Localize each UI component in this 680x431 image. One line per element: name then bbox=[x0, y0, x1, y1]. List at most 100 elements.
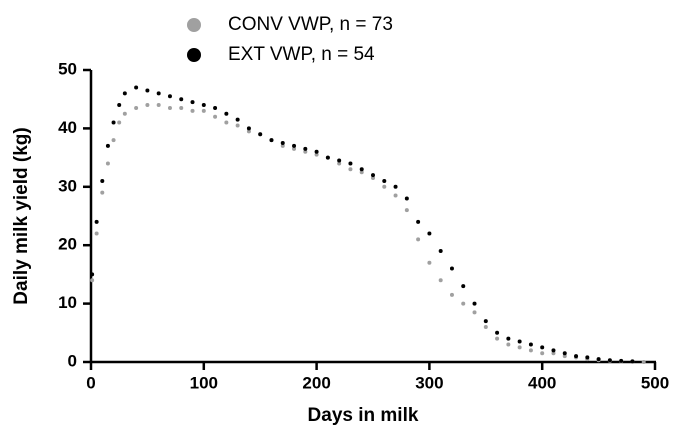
point bbox=[314, 152, 319, 157]
point bbox=[585, 355, 590, 360]
point bbox=[393, 184, 398, 189]
point bbox=[461, 301, 466, 306]
point bbox=[213, 105, 218, 110]
point bbox=[156, 91, 161, 96]
point bbox=[122, 111, 127, 116]
point bbox=[90, 272, 95, 277]
x-tick-label: 300 bbox=[415, 373, 443, 392]
point bbox=[117, 103, 122, 108]
point bbox=[438, 278, 443, 283]
point bbox=[630, 359, 635, 364]
point bbox=[359, 167, 364, 172]
x-tick-label: 500 bbox=[641, 373, 669, 392]
point bbox=[280, 141, 285, 145]
point bbox=[134, 85, 139, 90]
point bbox=[105, 161, 110, 166]
legend-label: EXT VWP, n = 54 bbox=[228, 44, 375, 65]
point bbox=[246, 129, 251, 134]
point bbox=[551, 351, 556, 356]
point bbox=[246, 126, 251, 131]
point bbox=[371, 173, 375, 178]
x-tick-label: 0 bbox=[86, 373, 95, 392]
point bbox=[258, 132, 263, 137]
point bbox=[94, 219, 99, 224]
point bbox=[224, 120, 229, 125]
point bbox=[292, 143, 297, 148]
point bbox=[94, 231, 99, 236]
point bbox=[483, 319, 488, 324]
point bbox=[427, 231, 432, 236]
point bbox=[314, 149, 319, 154]
point bbox=[235, 123, 240, 128]
y-tick-label: 0 bbox=[68, 351, 77, 370]
legend-label: CONV VWP, n = 73 bbox=[228, 14, 393, 35]
point bbox=[111, 120, 116, 125]
point bbox=[472, 301, 477, 306]
point bbox=[562, 351, 567, 356]
point bbox=[179, 97, 184, 102]
point bbox=[641, 360, 646, 364]
point bbox=[105, 143, 110, 148]
y-axis-title: Daily milk yield (kg) bbox=[11, 127, 32, 304]
legend-marker bbox=[187, 48, 201, 62]
point bbox=[404, 208, 409, 213]
point bbox=[269, 138, 274, 143]
y-tick-label: 20 bbox=[58, 235, 77, 254]
point bbox=[540, 351, 545, 356]
point bbox=[506, 342, 511, 347]
y-tick-label: 50 bbox=[58, 59, 77, 78]
point bbox=[528, 342, 533, 347]
point bbox=[438, 249, 443, 254]
point bbox=[201, 108, 206, 113]
point bbox=[167, 94, 172, 99]
point bbox=[416, 219, 421, 224]
point bbox=[145, 103, 150, 108]
point bbox=[156, 103, 161, 108]
point bbox=[506, 336, 511, 341]
point bbox=[619, 358, 624, 363]
point bbox=[495, 330, 500, 335]
point bbox=[224, 111, 229, 116]
point bbox=[472, 310, 477, 315]
point bbox=[551, 348, 556, 353]
point bbox=[303, 149, 308, 154]
point bbox=[540, 345, 545, 350]
point bbox=[517, 345, 522, 350]
point bbox=[382, 178, 387, 183]
x-tick-label: 200 bbox=[302, 373, 330, 392]
point bbox=[303, 146, 308, 151]
point bbox=[337, 158, 342, 163]
point bbox=[213, 114, 218, 119]
point bbox=[348, 167, 353, 172]
point bbox=[449, 266, 454, 271]
x-axis-title: Days in milk bbox=[308, 405, 419, 426]
point bbox=[495, 336, 500, 341]
point bbox=[371, 176, 375, 181]
point bbox=[145, 88, 150, 93]
point bbox=[100, 190, 105, 195]
y-tick-label: 10 bbox=[58, 293, 77, 312]
y-tick-label: 30 bbox=[58, 176, 77, 195]
point bbox=[461, 284, 466, 289]
point bbox=[235, 117, 240, 122]
point bbox=[292, 146, 297, 151]
point bbox=[111, 138, 116, 143]
point bbox=[359, 170, 364, 175]
legend-marker bbox=[187, 18, 201, 32]
point bbox=[427, 260, 432, 265]
point bbox=[280, 143, 285, 148]
point bbox=[100, 178, 105, 183]
point bbox=[134, 105, 139, 110]
x-tick-label: 100 bbox=[190, 373, 218, 392]
point bbox=[382, 184, 387, 189]
point bbox=[348, 161, 353, 166]
point bbox=[325, 155, 330, 160]
point bbox=[404, 196, 409, 201]
point bbox=[483, 324, 488, 329]
point bbox=[607, 358, 612, 363]
point bbox=[117, 120, 122, 125]
point bbox=[574, 354, 579, 359]
point bbox=[517, 339, 522, 344]
point bbox=[190, 100, 195, 105]
